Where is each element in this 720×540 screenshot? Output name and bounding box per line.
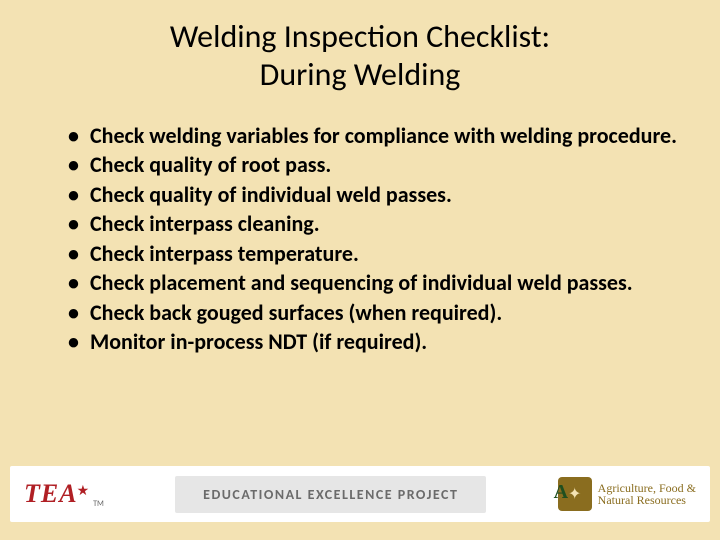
ag-badge-icon: A ✦ [558, 477, 592, 511]
list-item: Check quality of root pass. [68, 151, 680, 179]
bullet-text: Check back gouged surfaces (when require… [90, 299, 502, 326]
list-item: Check interpass cleaning. [68, 210, 680, 238]
bullet-text: Check welding variables for compliance w… [90, 122, 677, 149]
tea-logo-text: TEA [24, 479, 78, 509]
list-item: Monitor in-process NDT (if required). [68, 328, 680, 356]
bullet-text: Monitor in-process NDT (if required). [90, 328, 427, 355]
tea-logo: TEA ★ TM [24, 479, 104, 509]
list-item: Check back gouged surfaces (when require… [68, 299, 680, 327]
title-line-2: During Welding [260, 55, 461, 94]
wheat-icon: ✦ [568, 484, 581, 504]
title-line-1: Welding Inspection Checklist: [170, 17, 550, 56]
bullet-text: Check interpass cleaning. [90, 210, 320, 237]
bullet-text: Check quality of individual weld passes. [90, 181, 452, 208]
ag-letter: A [554, 481, 568, 504]
slide: Welding Inspection Checklist: During Wel… [0, 0, 720, 540]
ag-line-2: Natural Resources [598, 493, 686, 507]
list-item: Check quality of individual weld passes. [68, 181, 680, 209]
ag-text: Agriculture, Food & Natural Resources [598, 482, 696, 506]
star-icon: ★ [77, 482, 90, 499]
bullet-text: Check quality of root pass. [90, 151, 331, 178]
list-item: Check interpass temperature. [68, 240, 680, 268]
agriculture-logo: A ✦ Agriculture, Food & Natural Resource… [558, 477, 696, 511]
footer-bar: TEA ★ TM EDUCATIONAL EXCELLENCE PROJECT … [10, 466, 710, 522]
slide-title: Welding Inspection Checklist: During Wel… [40, 18, 680, 94]
bullet-text: Check placement and sequencing of indivi… [90, 269, 633, 296]
list-item: Check placement and sequencing of indivi… [68, 269, 680, 297]
tea-tm: TM [93, 499, 104, 509]
bullet-list: Check welding variables for compliance w… [40, 122, 680, 356]
list-item: Check welding variables for compliance w… [68, 122, 680, 150]
eep-banner: EDUCATIONAL EXCELLENCE PROJECT [175, 476, 486, 513]
bullet-text: Check interpass temperature. [90, 240, 359, 267]
